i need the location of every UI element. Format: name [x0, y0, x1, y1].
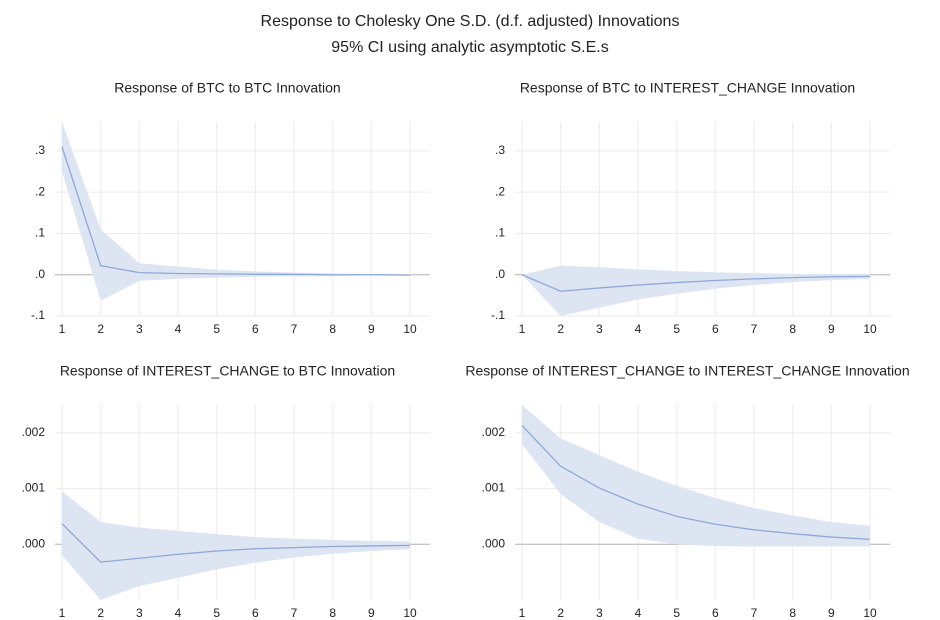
x-tick-label: 8 [789, 606, 796, 620]
x-tick-label: 3 [136, 606, 143, 620]
response-line [521, 425, 871, 540]
x-tick-label: 9 [828, 606, 835, 620]
y-tick-label: -.1 [31, 308, 45, 322]
y-tick-label: .3 [495, 143, 505, 157]
x-tick-label: 8 [789, 322, 796, 336]
panel-title: Response of INTEREST_CHANGE to INTEREST_… [465, 363, 909, 379]
x-tick-label: 10 [403, 606, 417, 620]
y-tick-label: .000 [482, 536, 506, 550]
chart-subtitle: 95% CI using analytic asymptotic S.E.s [331, 39, 608, 56]
x-tick-label: 10 [403, 322, 417, 336]
x-tick-label: 1 [59, 322, 66, 336]
x-tick-label: 7 [751, 606, 758, 620]
y-tick-label: .0 [35, 267, 45, 281]
y-tick-label: .2 [35, 184, 45, 198]
x-tick-label: 6 [712, 322, 719, 336]
x-tick-label: 8 [329, 606, 336, 620]
panel-title: Response of BTC to INTEREST_CHANGE Innov… [520, 80, 855, 96]
confidence-band [62, 122, 410, 301]
response-line [61, 146, 411, 276]
x-tick-label: 2 [557, 322, 564, 336]
y-tick-label: .3 [35, 143, 45, 157]
y-tick-label: .002 [482, 425, 506, 439]
x-tick-label: 9 [368, 322, 375, 336]
y-tick-label: .2 [495, 184, 505, 198]
x-tick-label: 3 [596, 606, 603, 620]
x-tick-label: 3 [136, 322, 143, 336]
panel-title: Response of INTEREST_CHANGE to BTC Innov… [60, 363, 395, 379]
x-tick-label: 10 [863, 322, 877, 336]
x-tick-label: 4 [175, 322, 182, 336]
x-tick-label: 5 [673, 322, 680, 336]
response-line [61, 523, 411, 563]
y-tick-label: .1 [35, 226, 45, 240]
x-tick-label: 7 [291, 322, 298, 336]
x-tick-label: 2 [97, 322, 104, 336]
x-tick-label: 6 [252, 606, 259, 620]
chart-title: Response to Cholesky One S.D. (d.f. adju… [261, 13, 680, 30]
y-tick-label: .001 [482, 481, 506, 495]
x-tick-label: 6 [252, 322, 259, 336]
y-tick-label: -.1 [491, 308, 505, 322]
response-line [521, 274, 871, 292]
x-tick-label: 5 [673, 606, 680, 620]
confidence-band [62, 491, 410, 600]
x-tick-label: 8 [329, 322, 336, 336]
x-tick-label: 1 [519, 322, 526, 336]
x-tick-label: 4 [635, 606, 642, 620]
x-tick-label: 7 [751, 322, 758, 336]
x-tick-label: 6 [712, 606, 719, 620]
x-tick-label: 1 [59, 606, 66, 620]
x-tick-label: 4 [175, 606, 182, 620]
x-tick-label: 4 [635, 322, 642, 336]
x-tick-label: 5 [213, 606, 220, 620]
x-tick-label: 9 [368, 606, 375, 620]
y-tick-label: .1 [495, 226, 505, 240]
x-tick-label: 10 [863, 606, 877, 620]
x-tick-label: 2 [557, 606, 564, 620]
confidence-band [522, 405, 870, 547]
x-tick-label: 5 [213, 322, 220, 336]
y-tick-label: .002 [22, 425, 46, 439]
y-tick-label: .001 [22, 481, 46, 495]
y-tick-label: .0 [495, 267, 505, 281]
panel-title: Response of BTC to BTC Innovation [114, 80, 340, 96]
x-tick-label: 9 [828, 322, 835, 336]
x-tick-label: 3 [596, 322, 603, 336]
x-tick-label: 2 [97, 606, 104, 620]
x-tick-label: 1 [519, 606, 526, 620]
y-tick-label: .000 [22, 536, 46, 550]
x-tick-label: 7 [291, 606, 298, 620]
